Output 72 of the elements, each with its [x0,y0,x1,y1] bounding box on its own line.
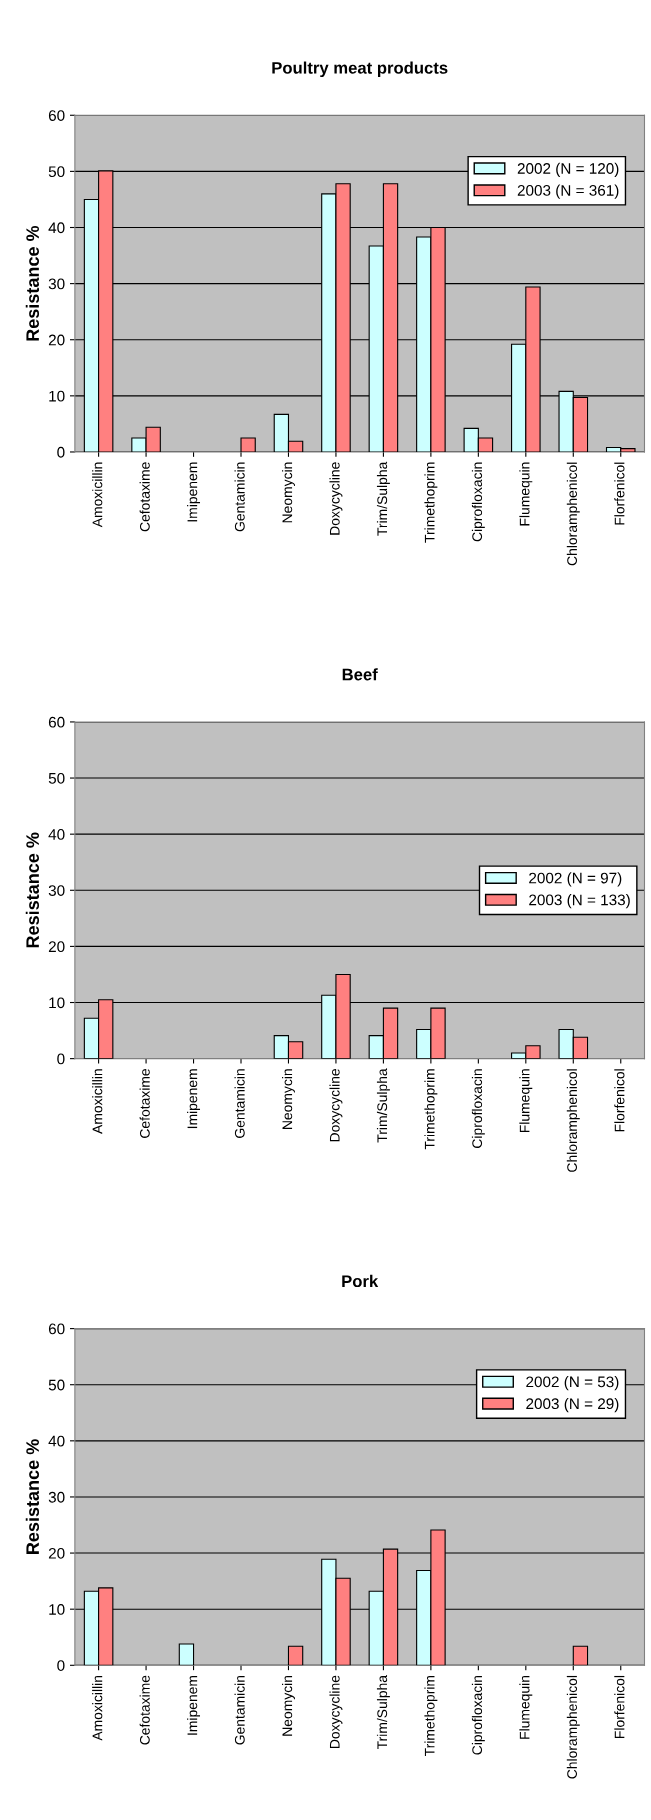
y-tick-label: 50 [48,166,65,178]
y-tick-label: 20 [48,1547,65,1559]
x-tick-label: Doxycycline [329,1675,343,1748]
legend-label: 2002 (N = 53) [526,1376,619,1391]
x-tick-label: Trimethoprim [424,1675,438,1756]
x-tick-label: Trim/Sulpha [376,1068,390,1143]
x-tick-label: Gentamicin [234,1069,245,1138]
x-tick-label: Amoxicillin [92,1675,103,1741]
x-tick-label: Imipenem [187,462,201,522]
x-tick-label: Neomycin [282,1675,295,1736]
bar [178,1643,195,1666]
y-tick-label: 40 [48,829,65,840]
x-tick-label: Imipenem [187,1069,201,1129]
x-tick-label: Flumequin [519,1675,533,1739]
x-tick-label: Chloramphenicol [566,1675,580,1779]
x-tick-label: Imipenem [187,1675,201,1735]
y-tick-label: 10 [49,390,65,402]
y-tick-label: 0 [57,446,65,458]
bar [572,1645,589,1666]
y-tick-label: 20 [48,334,65,346]
y-tick-label: 50 [48,772,65,784]
x-tick-label: Chloramphenicol [566,462,580,566]
x-tick-label: Cefotaxime [139,1675,150,1745]
x-tick-label: Doxycycline [329,1068,343,1142]
legend-label: 2002 (N = 97) [529,872,622,887]
x-tick-label: Chloramphenicol [566,1069,580,1172]
x-tick-label: Cefotaxime [139,462,150,532]
y-axis-title: Resistance % [25,832,40,948]
y-tick-label: 50 [48,1379,65,1391]
x-tick-label: Trimethoprim [424,1069,438,1150]
y-tick-label: 30 [48,1491,65,1503]
legend-label: 2002 (N = 120) [517,162,619,177]
y-tick-label: 40 [48,1435,65,1447]
y-tick-label: 60 [48,1323,65,1335]
x-tick-label: Ciprofloxacin [471,1675,485,1755]
chart-title: Poultry meat products [272,61,448,78]
y-tick-label: 40 [48,222,65,234]
legend-label: 2003 (N = 133) [529,894,630,909]
x-tick-label: Trim/Sulpha [376,461,390,536]
y-tick-label: 30 [48,278,65,290]
y-tick-label: 10 [49,1604,65,1615]
x-tick-label: Flumequin [519,1069,533,1133]
x-tick-label: Trim/Sulpha [376,1675,390,1750]
y-tick-label: 20 [48,941,65,953]
x-tick-label: Doxycycline [329,462,343,535]
y-axis-title: Resistance % [25,1439,40,1554]
chart-title: Pork [342,1274,379,1288]
y-tick-label: 10 [49,997,65,1009]
x-tick-label: Gentamicin [234,1675,245,1745]
x-tick-label: Ciprofloxacin [471,1069,485,1148]
legend-label: 2003 (N = 29) [526,1397,619,1413]
x-tick-label: Florfenicol [614,1675,625,1738]
x-tick-label: Gentamicin [234,462,245,532]
x-tick-label: Florfenicol [614,462,625,525]
x-tick-label: Cefotaxime [139,1068,150,1138]
legend-label: 2003 (N = 361) [517,184,619,199]
bar [287,1645,304,1666]
chart-title: Beef [342,668,378,681]
y-tick-label: 60 [48,716,65,728]
y-tick-label: 60 [48,110,65,121]
x-tick-label: Florfenicol [614,1069,625,1132]
y-tick-label: 0 [57,1660,65,1671]
x-tick-label: Ciprofloxacin [471,462,485,542]
y-tick-label: 30 [48,885,65,896]
x-tick-label: Neomycin [282,1069,295,1129]
x-tick-label: Amoxicillin [92,1069,103,1134]
x-tick-label: Trimethoprim [424,462,438,543]
x-tick-label: Amoxicillin [92,462,103,528]
y-tick-label: 0 [57,1053,65,1065]
y-axis-title: Resistance % [25,225,40,341]
x-tick-label: Flumequin [519,462,533,526]
x-tick-label: Neomycin [282,462,295,523]
